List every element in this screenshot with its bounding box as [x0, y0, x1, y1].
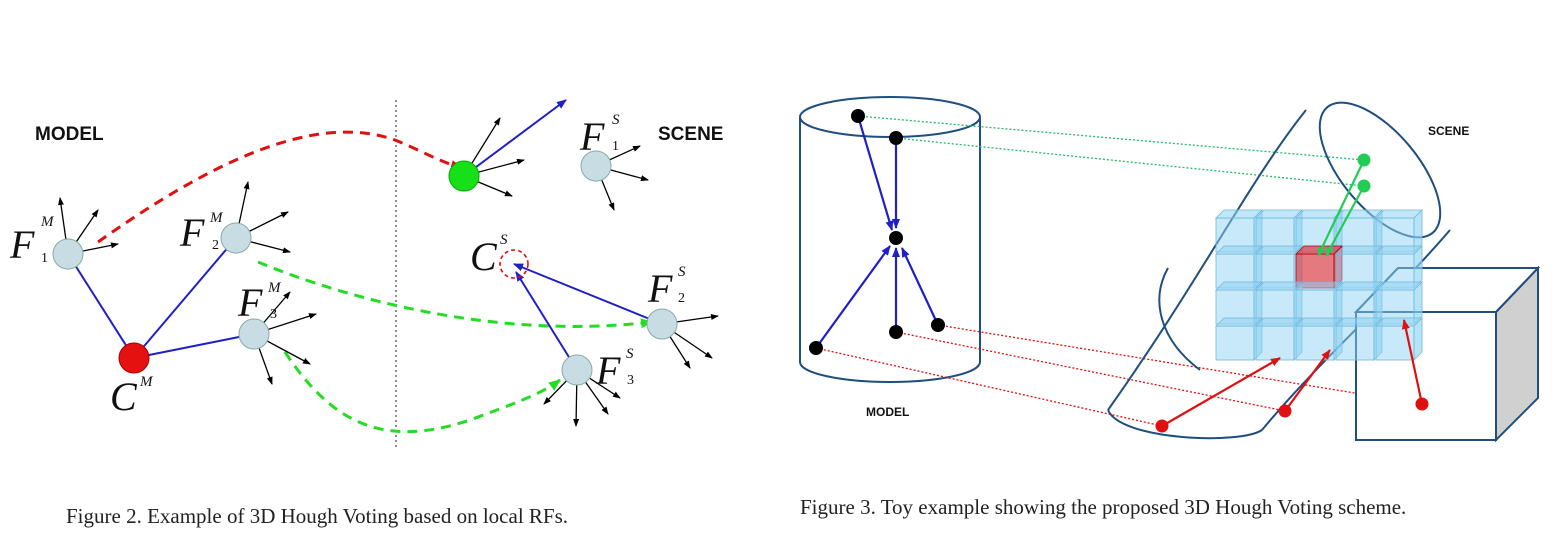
svg-text:M: M: [209, 210, 224, 226]
green-dashed-correspondence-f3: [283, 351, 561, 434]
label-f2m: F M 2: [179, 210, 224, 255]
svg-text:S: S: [626, 346, 634, 362]
scene-red-votes: [1161, 319, 1424, 427]
scene-green-votes: [1317, 159, 1365, 257]
vector-f3m-cm: [133, 333, 255, 359]
model-cylinder: [799, 96, 981, 383]
scene-green-points: [1357, 153, 1371, 193]
svg-text:1: 1: [612, 139, 619, 154]
label-f3m: F M 3: [237, 280, 282, 325]
scene-centroid-node: [448, 160, 480, 192]
svg-text:S: S: [500, 232, 508, 248]
feature-node-f3s: [561, 354, 593, 386]
label-f1m: F M 1: [9, 214, 55, 267]
svg-text:F: F: [237, 280, 263, 325]
label-cs: C S: [470, 232, 508, 279]
green-correspondence-lines: [857, 115, 1365, 187]
svg-text:F: F: [9, 222, 35, 267]
svg-text:1: 1: [41, 251, 48, 266]
model-label: MODEL: [35, 124, 104, 145]
label-f1s: F S 1: [579, 112, 620, 159]
label-cm: C M: [110, 374, 154, 419]
model-label-fig3: MODEL: [866, 405, 909, 419]
figure-3: MODEL SCENE: [799, 96, 1541, 519]
svg-text:2: 2: [678, 291, 685, 306]
svg-text:C: C: [470, 234, 498, 279]
svg-text:F: F: [179, 210, 205, 255]
feature-node-f2s: [646, 308, 678, 340]
vote-f1s: [463, 99, 567, 177]
green-dashed-correspondence-f2: [257, 260, 653, 329]
grid-cell: [1335, 317, 1383, 361]
scene-red-points: [1155, 397, 1429, 433]
vote-f3s-cs: [515, 271, 578, 371]
svg-text:M: M: [267, 280, 282, 296]
svg-text:3: 3: [627, 373, 634, 388]
scene-label-fig3: SCENE: [1428, 124, 1469, 138]
svg-text:S: S: [678, 264, 686, 280]
scene-label: SCENE: [658, 124, 723, 145]
grid-cell: [1295, 317, 1343, 361]
feature-node-f1s: [580, 150, 612, 182]
centroid-node-cm: [118, 342, 150, 374]
figure-3-caption: Figure 3. Toy example showing the propos…: [800, 495, 1406, 519]
vector-f1m-cm: [67, 253, 135, 359]
grid-cell: [1255, 209, 1303, 253]
svg-text:M: M: [40, 214, 55, 230]
svg-text:S: S: [612, 112, 620, 128]
svg-text:2: 2: [212, 238, 219, 253]
hough-voting-grid: [1215, 209, 1423, 361]
grid-cell: [1215, 317, 1263, 361]
svg-text:3: 3: [270, 307, 277, 322]
svg-text:F: F: [647, 266, 673, 311]
figure-2-caption: Figure 2. Example of 3D Hough Voting bas…: [66, 504, 568, 528]
grid-cell: [1255, 317, 1303, 361]
label-f2s: F S 2: [647, 264, 686, 311]
feature-node-f1m: [52, 238, 84, 270]
feature-node-f2m: [220, 222, 252, 254]
svg-text:F: F: [579, 114, 605, 159]
model-vectors-fig3: [815, 115, 939, 349]
svg-text:M: M: [139, 374, 154, 390]
feature-node-f3m: [238, 318, 270, 350]
label-f3s: F S 3: [595, 346, 634, 393]
scene-centroid-estimate-cs: [499, 249, 529, 279]
svg-text:C: C: [110, 374, 138, 419]
vector-f2m-cm: [133, 237, 237, 359]
figure-2: MODEL SCENE: [9, 99, 723, 528]
red-dashed-correspondence: [97, 130, 463, 244]
svg-text:F: F: [595, 348, 621, 393]
red-correspondence-lines: [815, 324, 1423, 427]
model-points-fig3: [809, 109, 945, 355]
vote-f2s-cs: [513, 263, 663, 325]
grid-cell: [1375, 317, 1423, 361]
